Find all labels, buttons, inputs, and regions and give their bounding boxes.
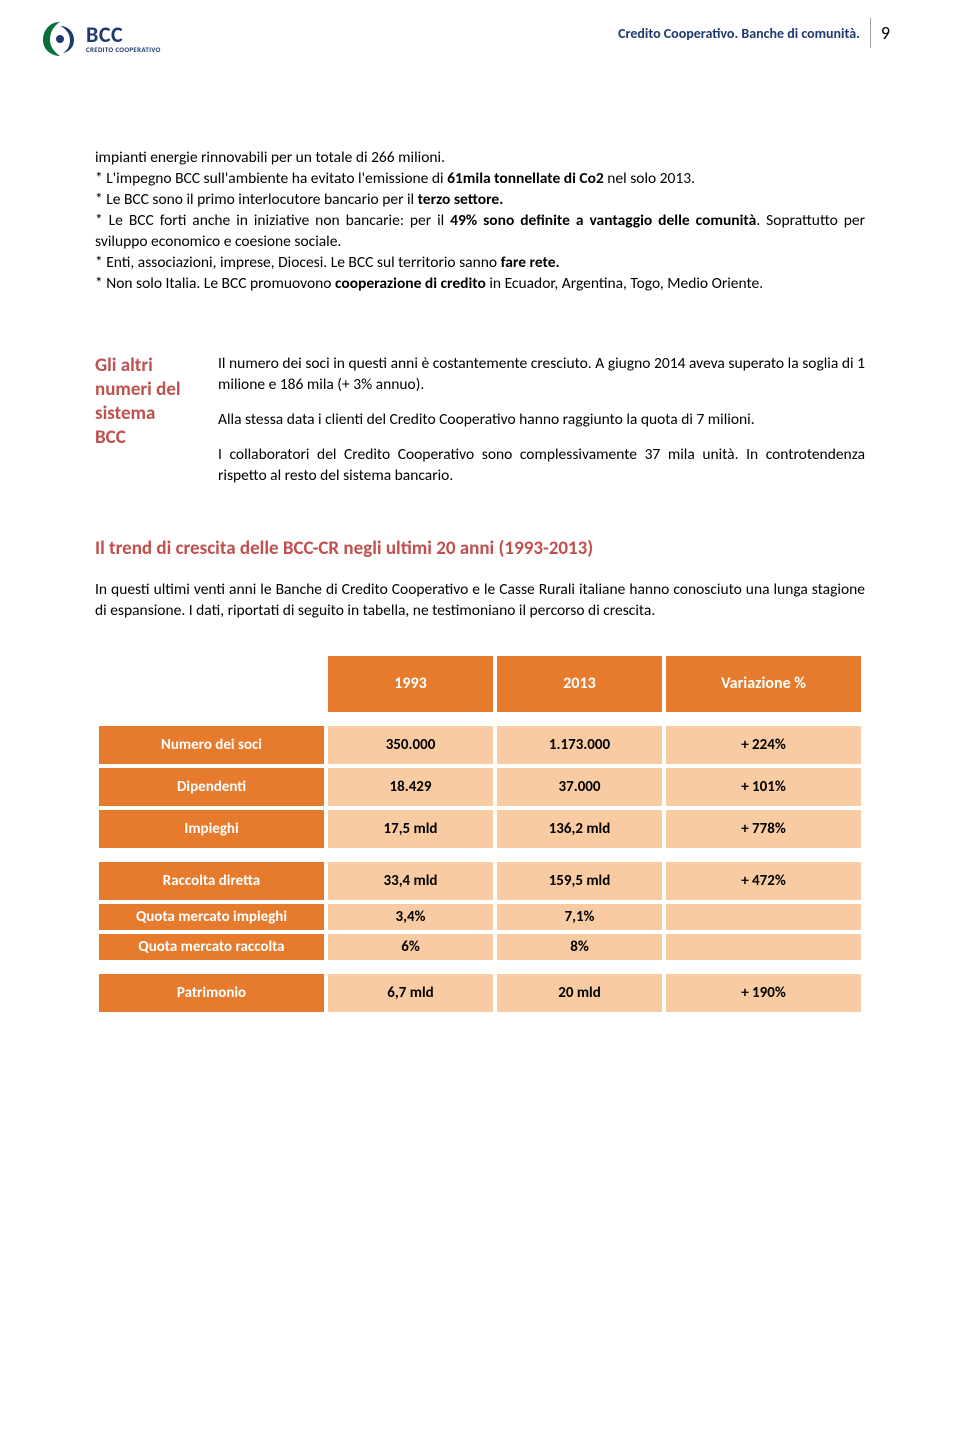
cell: + 472%	[666, 862, 861, 900]
b1b: 61mila tonnellate di Co2	[447, 169, 604, 188]
table-row: Numero dei soci 350.000 1.173.000 + 224%	[99, 726, 861, 764]
cell: 136,2 mld	[497, 810, 662, 848]
p2a: Alla stessa data	[218, 410, 318, 429]
top-content: impianti energie rinnovabili per un tota…	[0, 58, 960, 294]
header-right: Credito Cooperativo. Banche di comunità.…	[618, 18, 890, 48]
p1b: soci	[305, 354, 329, 373]
side-p2: Alla stessa data i clienti del Credito C…	[218, 410, 865, 431]
p2b: i clienti	[318, 410, 363, 429]
b2a: * Le BCC sono il primo interlocutore ban…	[95, 190, 418, 209]
page-header: BCC CREDITO COOPERATIVO Credito Cooperat…	[0, 0, 960, 58]
cell: 17,5 mld	[328, 810, 493, 848]
cell: + 101%	[666, 768, 861, 806]
cell	[666, 934, 861, 960]
table-row: Patrimonio 6,7 mld 20 mld + 190%	[99, 974, 861, 1012]
side-section: Gli altri numeri del sistema BCC Il nume…	[0, 354, 960, 487]
b3a: * Le BCC forti anche in iniziative non b…	[95, 211, 450, 230]
intro-paragraph: impianti energie rinnovabili per un tota…	[95, 148, 865, 294]
p3a: I collaboratori	[218, 445, 309, 464]
row-label: Quota mercato raccolta	[99, 934, 324, 960]
th-2013: 2013	[497, 656, 662, 712]
cell: + 224%	[666, 726, 861, 764]
row-label: Raccolta diretta	[99, 862, 324, 900]
p2c: del Credito Cooperativo hanno raggiunto …	[363, 410, 696, 429]
b1a: * L'impegno BCC sull'ambiente ha evitato…	[95, 169, 447, 188]
b2b: terzo settore.	[418, 190, 504, 209]
cell: + 190%	[666, 974, 861, 1012]
cell: + 778%	[666, 810, 861, 848]
side-body: Il numero dei soci in questi anni è cost…	[218, 354, 865, 487]
cell: 37.000	[497, 768, 662, 806]
logo-primary: BCC	[86, 24, 161, 46]
side-p1: Il numero dei soci in questi anni è cost…	[218, 354, 865, 396]
logo-sub: CREDITO COOPERATIVO	[86, 46, 161, 53]
logo: BCC CREDITO COOPERATIVO	[40, 18, 161, 58]
cell: 6,7 mld	[328, 974, 493, 1012]
cell: 7,1%	[497, 904, 662, 930]
cell: 3,4%	[328, 904, 493, 930]
data-table: 1993 2013 Variazione % Numero dei soci 3…	[95, 652, 865, 1016]
p2d: 7 milioni	[696, 410, 750, 429]
p1c: in questi anni è costantemente cresciuto…	[330, 354, 857, 373]
side-p3: I collaboratori del Credito Cooperativo …	[218, 445, 865, 487]
logo-text: BCC CREDITO COOPERATIVO	[86, 24, 161, 53]
b3b: 49% sono definite a vantaggio delle comu…	[450, 211, 756, 230]
table-row: Quota mercato impieghi 3,4% 7,1%	[99, 904, 861, 930]
cell: 20 mld	[497, 974, 662, 1012]
cell: 6%	[328, 934, 493, 960]
cell: 8%	[497, 934, 662, 960]
cell: 1.173.000	[497, 726, 662, 764]
table-row: Raccolta diretta 33,4 mld 159,5 mld + 47…	[99, 862, 861, 900]
p1a: Il numero dei	[218, 354, 305, 373]
table-row: Impieghi 17,5 mld 136,2 mld + 778%	[99, 810, 861, 848]
cell: 18.429	[328, 768, 493, 806]
cell	[666, 904, 861, 930]
row-label: Quota mercato impieghi	[99, 904, 324, 930]
row-label: Numero dei soci	[99, 726, 324, 764]
line1: impianti energie rinnovabili per un tota…	[95, 148, 445, 167]
th-1993: 1993	[328, 656, 493, 712]
trend-intro: In questi ultimi venti anni le Banche di…	[95, 580, 865, 622]
p3b: del Credito Cooperativo sono complessiva…	[309, 445, 644, 464]
side-heading: Gli altri numeri del sistema BCC	[95, 354, 190, 487]
row-label: Impieghi	[99, 810, 324, 848]
cell: 159,5 mld	[497, 862, 662, 900]
page-number: 9	[870, 18, 890, 48]
b4a: * Enti, associazioni, imprese, Diocesi. …	[95, 253, 501, 272]
row-label: Patrimonio	[99, 974, 324, 1012]
b1c: nel solo 2013.	[604, 169, 695, 188]
cell: 350.000	[328, 726, 493, 764]
b5b: cooperazione di credito	[335, 274, 486, 293]
trend-table: 1993 2013 Variazione % Numero dei soci 3…	[95, 652, 865, 1016]
th-var: Variazione %	[666, 656, 861, 712]
b4b: fare rete.	[501, 253, 560, 272]
trend-title: Il trend di crescita delle BCC-CR negli …	[95, 537, 865, 560]
b5c: in Ecuador, Argentina, Togo, Medio Orien…	[486, 274, 763, 293]
p2e: .	[751, 410, 755, 429]
table-row: Dipendenti 18.429 37.000 + 101%	[99, 768, 861, 806]
p1e: (+ 3% annuo).	[334, 375, 425, 394]
table-row: Quota mercato raccolta 6% 8%	[99, 934, 861, 960]
cell: 33,4 mld	[328, 862, 493, 900]
p3c: 37 mila	[645, 445, 695, 464]
bcc-swirl-icon	[40, 18, 80, 58]
b5a: * Non solo Italia. Le BCC promuovono	[95, 274, 335, 293]
header-tagline: Credito Cooperativo. Banche di comunità.	[618, 25, 860, 42]
th-blank	[99, 656, 324, 712]
table-header-row: 1993 2013 Variazione %	[99, 656, 861, 712]
row-label: Dipendenti	[99, 768, 324, 806]
